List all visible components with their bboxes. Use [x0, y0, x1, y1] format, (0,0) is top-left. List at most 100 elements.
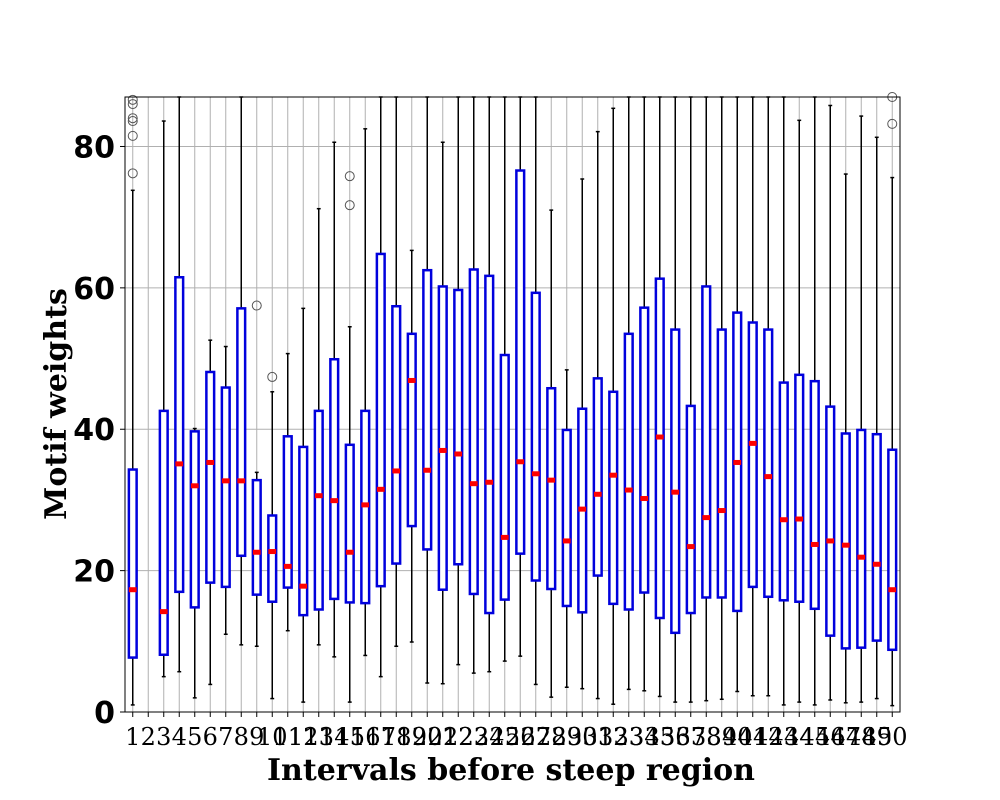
x-tick-label: 36: [660, 723, 691, 751]
box-iqr: [623, 332, 634, 611]
box-group: [670, 96, 681, 703]
box-iqr: [561, 428, 572, 608]
box-group: [887, 92, 898, 707]
box-group: [499, 96, 510, 662]
x-tick-label: 25: [489, 723, 520, 751]
box-iqr: [794, 373, 805, 603]
box-group: [344, 171, 355, 703]
box-iqr: [375, 252, 386, 588]
box-group: [515, 96, 526, 657]
box-iqr: [127, 468, 138, 659]
box-group: [794, 119, 805, 703]
box-iqr: [654, 277, 665, 620]
box-group: [623, 96, 634, 691]
x-tick-label: 35: [644, 723, 675, 751]
y-axis-label: Motif weights: [39, 288, 74, 520]
x-tick-label: 19: [396, 723, 427, 751]
box-group: [809, 96, 820, 706]
box-iqr: [871, 432, 882, 642]
outlier-point: [127, 130, 138, 141]
x-tick-label: 37: [675, 723, 706, 751]
box-iqr: [251, 478, 262, 596]
box-group: [189, 427, 200, 699]
box-group: [484, 96, 495, 673]
outlier-point: [127, 99, 138, 110]
box-iqr: [282, 435, 293, 589]
box-group: [732, 96, 743, 693]
x-tick-label: 7: [218, 723, 233, 751]
box-group: [375, 96, 386, 678]
box-group: [577, 178, 588, 690]
outlier-point: [887, 118, 898, 129]
x-tick-label: 11: [272, 723, 303, 751]
x-tick-label: 44: [784, 723, 815, 751]
x-tick-label: 20: [412, 723, 443, 751]
box-iqr: [453, 288, 464, 566]
box-group: [546, 209, 557, 698]
box-group: [329, 141, 340, 658]
box-iqr: [236, 307, 247, 558]
x-tick-label: 28: [536, 723, 567, 751]
box-iqr: [499, 353, 510, 601]
x-tick-label: 16: [350, 723, 381, 751]
x-tick-label: 39: [706, 723, 737, 751]
outlier-point: [267, 371, 278, 382]
box-iqr: [546, 386, 557, 591]
outlier-point: [251, 300, 262, 311]
box-group: [592, 130, 603, 700]
box-group: [840, 173, 851, 704]
box-iqr: [840, 432, 851, 650]
box-iqr: [515, 169, 526, 555]
x-tick-label: 40: [722, 723, 753, 751]
x-tick-label: 41: [737, 723, 768, 751]
x-tick-label: 3: [156, 723, 171, 751]
box-iqr: [856, 428, 867, 649]
x-tick-label: 5: [187, 723, 202, 751]
box-group: [422, 96, 433, 684]
box-group: [220, 345, 231, 635]
x-tick-label: 12: [288, 723, 319, 751]
box-group: [654, 96, 665, 698]
box-group: [406, 249, 417, 643]
box-iqr: [825, 405, 836, 637]
box-iqr: [887, 448, 898, 652]
box-iqr: [670, 328, 681, 635]
x-tick-label: 23: [458, 723, 489, 751]
box-group: [763, 96, 774, 697]
x-tick-label: 29: [551, 723, 582, 751]
box-group: [267, 371, 278, 700]
outlier-point: [127, 113, 138, 124]
box-iqr: [484, 274, 495, 615]
box-iqr: [391, 304, 402, 565]
x-tick-label: 38: [691, 723, 722, 751]
box-iqr: [639, 306, 650, 594]
y-tick-label: 40: [73, 413, 115, 448]
box-iqr: [313, 409, 324, 611]
x-tick-label: 24: [474, 723, 505, 751]
y-axis-ticks: 0 20 40 60 80: [73, 130, 125, 731]
x-tick-label: 2: [141, 723, 156, 751]
box-iqr: [329, 358, 340, 601]
box-iqr: [437, 285, 448, 591]
box-iqr: [174, 276, 185, 594]
box-iqr: [158, 409, 169, 656]
x-tick-label: 21: [427, 723, 458, 751]
box-group: [437, 141, 448, 685]
box-group: [639, 96, 650, 692]
box-group: [716, 96, 727, 701]
x-tick-label: 50: [877, 723, 908, 751]
outlier-point: [344, 171, 355, 182]
x-tick-label: 22: [443, 723, 474, 751]
x-tick-label: 14: [319, 723, 350, 751]
y-tick-label: 80: [73, 130, 115, 165]
x-tick-label: 18: [381, 723, 412, 751]
box-iqr: [406, 332, 417, 528]
box-iqr: [685, 404, 696, 615]
plot-frame: [124, 96, 901, 713]
x-tick-label: 31: [582, 723, 613, 751]
box-group: [453, 96, 464, 666]
box-iqr: [468, 268, 479, 596]
box-iqr: [809, 379, 820, 611]
box-iqr: [189, 430, 200, 609]
outlier-point: [344, 200, 355, 211]
